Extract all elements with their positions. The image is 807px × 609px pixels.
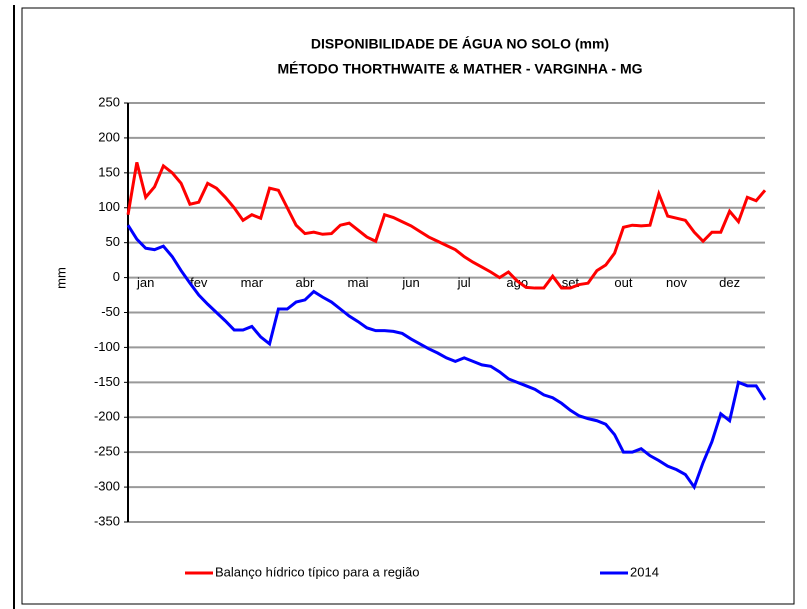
x-tick-label: nov (666, 275, 687, 290)
y-tick-label: -50 (101, 304, 120, 319)
chart-title: DISPONIBILIDADE DE ÁGUA NO SOLO (mm) (311, 36, 609, 52)
y-axis-label: mm (53, 267, 68, 289)
y-tick-label: -100 (94, 339, 120, 354)
y-tick-label: -200 (94, 409, 120, 424)
y-tick-label: 100 (98, 199, 120, 214)
y-tick-label: 250 (98, 94, 120, 109)
x-tick-label: mai (348, 275, 369, 290)
x-tick-label: jul (457, 275, 471, 290)
x-tick-label: mar (241, 275, 264, 290)
x-tick-label: abr (296, 275, 315, 290)
y-tick-label: 0 (113, 269, 120, 284)
x-tick-label: fev (190, 275, 208, 290)
x-tick-label: jun (401, 275, 419, 290)
y-tick-label: 50 (106, 234, 120, 249)
y-tick-label: -300 (94, 479, 120, 494)
series-line (126, 224, 767, 491)
x-tick-label: out (614, 275, 632, 290)
chart-subtitle: MÉTODO THORTHWAITE & MATHER - VARGINHA -… (277, 61, 642, 77)
legend-label: 2014 (630, 564, 659, 579)
y-tick-label: -150 (94, 374, 120, 389)
y-tick-label: 150 (98, 164, 120, 179)
chart-frame (21, 7, 795, 605)
x-tick-label: dez (719, 275, 740, 290)
y-tick-label: 200 (98, 129, 120, 144)
series-line (126, 161, 767, 290)
y-tick-label: -250 (94, 444, 120, 459)
legend-label: Balanço hídrico típico para a região (215, 564, 420, 579)
y-tick-label: -350 (94, 513, 120, 528)
x-tick-label: jan (136, 275, 154, 290)
